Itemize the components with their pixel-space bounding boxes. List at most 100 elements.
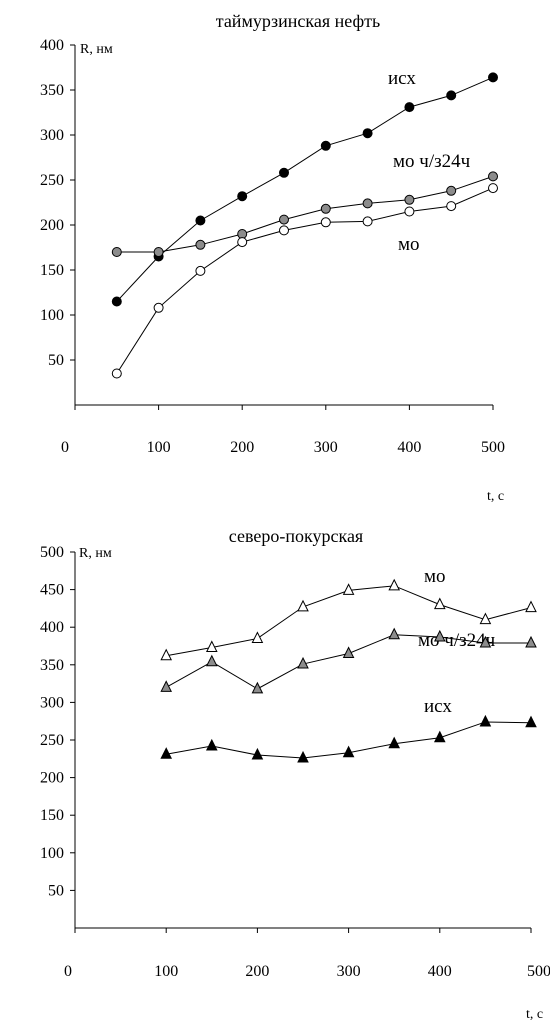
y-tick-label: 200: [40, 217, 64, 234]
data-point: [342, 583, 355, 595]
series-line-мо-ч-з24ч: [116, 175, 494, 253]
y-tick-label: 300: [40, 127, 64, 144]
x-tick-label: 0: [61, 439, 69, 456]
x-axis-label: t, с: [526, 1007, 543, 1022]
data-point: [433, 730, 446, 743]
chart-title: северо-покурская: [229, 526, 363, 546]
series-исх: [160, 714, 537, 763]
data-point: [320, 217, 331, 228]
data-point: [362, 216, 373, 227]
data-point: [362, 128, 373, 139]
data-point: [525, 600, 537, 613]
data-point: [251, 681, 264, 694]
data-point: [342, 646, 355, 659]
data-point: [362, 198, 373, 209]
x-tick-label: 200: [230, 439, 254, 456]
data-point: [433, 629, 446, 642]
data-point: [404, 102, 415, 113]
y-axis-label: R, нм: [79, 546, 112, 561]
data-point: [525, 715, 537, 728]
data-point: [488, 72, 498, 83]
series-мо: [160, 578, 537, 661]
y-tick-label: 400: [40, 37, 64, 54]
data-point: [479, 714, 492, 727]
data-point: [320, 140, 331, 151]
data-point: [160, 680, 173, 692]
y-tick-label: 150: [40, 262, 64, 279]
series-label-ish: исх: [388, 68, 416, 89]
data-point: [320, 203, 331, 214]
data-point: [111, 247, 122, 257]
data-point: [279, 214, 289, 225]
data-point: [205, 640, 218, 653]
data-point: [205, 654, 218, 667]
data-point: [446, 185, 457, 196]
data-point: [488, 171, 498, 182]
y-axis-label: R, нм: [80, 42, 113, 57]
y-tick-label: 50: [48, 882, 64, 899]
data-point: [279, 225, 289, 236]
y-tick-label: 50: [48, 352, 64, 369]
series-мо-ч-з24ч: [111, 171, 498, 257]
x-tick-label: 100: [147, 439, 171, 456]
data-point: [153, 302, 164, 313]
data-point: [446, 90, 457, 101]
data-point: [297, 656, 309, 669]
y-tick-label: 500: [40, 544, 64, 561]
data-point: [404, 206, 415, 217]
data-point: [479, 635, 492, 648]
data-point: [195, 239, 206, 250]
x-tick-label: 400: [397, 439, 421, 456]
series-мо: [111, 183, 498, 379]
data-point: [237, 237, 248, 248]
series-label-mo: мо: [424, 566, 446, 587]
series-line-исх: [116, 76, 494, 302]
y-tick-label: 400: [40, 619, 64, 636]
data-point: [195, 215, 206, 226]
series-мо-ч-з24ч: [160, 627, 537, 694]
series-label-mo-24h: мо ч/з24ч: [393, 151, 471, 172]
data-point: [404, 194, 415, 205]
chart-title: таймурзинская нефть: [216, 11, 381, 31]
chart-taimurzinskaya-svg: таймурзинская нефть R, нм t, с исх мо ч/…: [40, 11, 505, 504]
data-point: [297, 750, 309, 763]
y-tick-label: 250: [40, 732, 64, 749]
data-point: [525, 635, 537, 648]
y-tick-label: 200: [40, 770, 64, 787]
data-point: [160, 648, 173, 661]
data-point: [297, 599, 309, 612]
x-tick-label: 300: [337, 963, 361, 980]
data-point: [388, 736, 401, 749]
data-point: [251, 747, 264, 760]
x-tick-label: 300: [314, 439, 338, 456]
data-point: [342, 745, 355, 758]
data-point: [488, 183, 498, 194]
data-point: [195, 265, 206, 276]
x-tick-label: 500: [527, 963, 550, 980]
data-point: [251, 631, 264, 643]
data-point: [479, 612, 492, 625]
y-tick-label: 450: [40, 582, 64, 599]
series-line-мо: [116, 187, 494, 374]
x-axis-label: t, с: [487, 489, 504, 504]
x-tick-label: 0: [64, 963, 72, 980]
y-tick-label: 100: [40, 845, 64, 862]
chart-taimurzinskaya: таймурзинская нефть R, нм t, с исх мо ч/…: [40, 11, 505, 504]
series-label-mo: мо: [398, 234, 420, 255]
x-tick-label: 400: [428, 963, 452, 980]
data-point: [237, 191, 248, 202]
y-tick-label: 350: [40, 82, 64, 99]
y-tick-label: 250: [40, 172, 64, 189]
data-point: [153, 247, 164, 257]
data-point: [279, 167, 289, 178]
data-point: [111, 296, 122, 307]
chart-severo-pokurskaya-svg: северо-покурская R, нм t, с мо мо ч/з24ч…: [40, 526, 550, 1022]
y-tick-label: 100: [40, 307, 64, 324]
x-tick-label: 200: [245, 963, 269, 980]
data-point: [433, 597, 446, 610]
data-point: [205, 738, 218, 751]
chart-severo-pokurskaya: северо-покурская R, нм t, с мо мо ч/з24ч…: [0, 520, 550, 1025]
y-tick-label: 300: [40, 694, 64, 711]
data-point: [111, 368, 122, 379]
series-исх: [111, 72, 498, 307]
